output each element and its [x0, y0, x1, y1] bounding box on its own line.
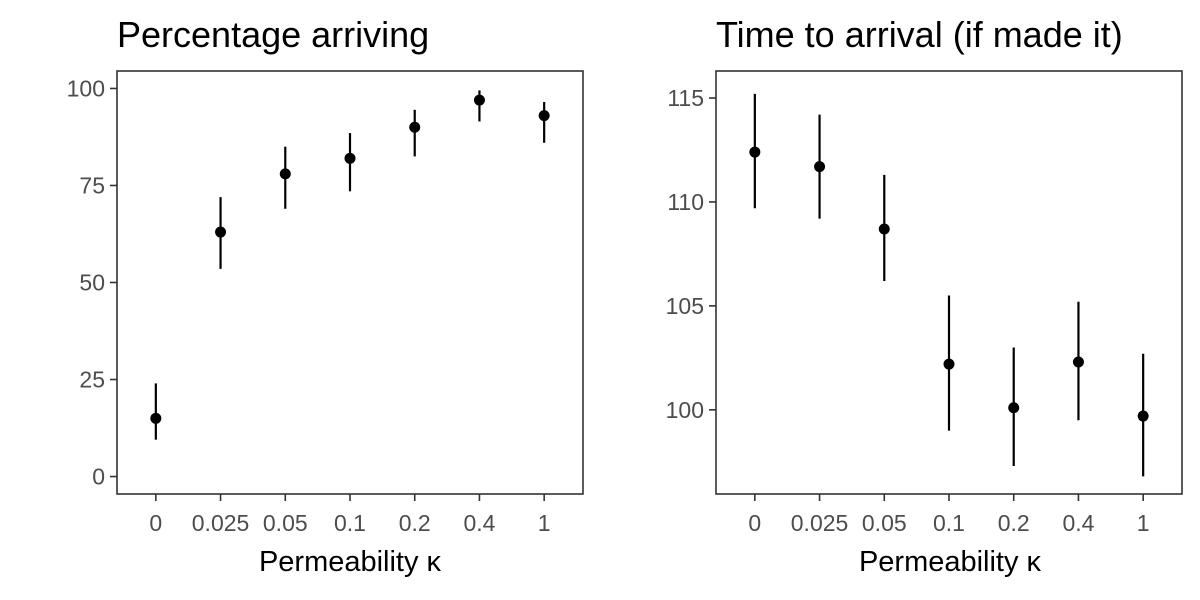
y-tick-label: 50 — [79, 270, 105, 296]
x-tick-label: 0.025 — [192, 510, 250, 536]
x-tick-label: 0.1 — [933, 510, 965, 536]
chart-title: Percentage arriving — [117, 14, 429, 55]
data-point — [279, 168, 291, 180]
x-tick-label: 0.05 — [862, 510, 907, 536]
data-point — [409, 121, 421, 133]
data-point — [943, 358, 955, 370]
x-tick-label: 0.1 — [334, 510, 366, 536]
x-axis-label: Permeability κ — [859, 546, 1042, 578]
y-tick-label: 105 — [666, 293, 704, 319]
data-point — [749, 146, 761, 158]
x-tick-label: 1 — [1137, 510, 1150, 536]
x-tick-label: 0.05 — [263, 510, 308, 536]
x-tick-label: 0.4 — [1062, 510, 1094, 536]
y-tick-label: 115 — [667, 85, 704, 111]
panel-percentage-arriving: Percentage arriving Permeability κ 0 25 50… — [67, 14, 584, 578]
y-tick-label: 100 — [666, 397, 704, 423]
y-tick-label: 75 — [79, 172, 105, 198]
data-point — [215, 226, 227, 238]
x-axis-label: Permeability κ — [259, 546, 442, 578]
x-tick-label: 0.025 — [791, 510, 849, 536]
x-tick-label: 1 — [538, 510, 551, 536]
data-point — [150, 412, 162, 424]
data-point — [473, 94, 485, 106]
data-point — [1008, 402, 1020, 414]
panel-time-to-arrival: Time to arrival (if made it) Permeabilit… — [666, 14, 1183, 578]
data-point — [878, 223, 890, 235]
data-point — [538, 110, 550, 122]
chart-title: Time to arrival (if made it) — [716, 14, 1123, 55]
data-point — [814, 161, 826, 173]
data-point — [1072, 356, 1084, 368]
y-tick-label: 0 — [92, 464, 105, 490]
x-tick-label: 0.2 — [998, 510, 1030, 536]
plot-area: 0 25 50 75 100 0 0.025 0.05 0.1 0.2 0.4 1 — [67, 70, 584, 536]
x-tick-label: 0 — [149, 510, 162, 536]
data-point — [1137, 410, 1149, 422]
x-tick-label: 0.4 — [463, 510, 495, 536]
data-point — [344, 152, 356, 164]
x-tick-label: 0.2 — [399, 510, 431, 536]
x-tick-label: 0 — [748, 510, 761, 536]
y-tick-label: 25 — [79, 367, 105, 393]
plot-area: 100 105 110 115 0 0.025 0.05 0.1 0.2 0.4 1 — [666, 70, 1183, 536]
y-tick-label: 100 — [67, 75, 105, 101]
y-tick-label: 110 — [667, 189, 704, 215]
